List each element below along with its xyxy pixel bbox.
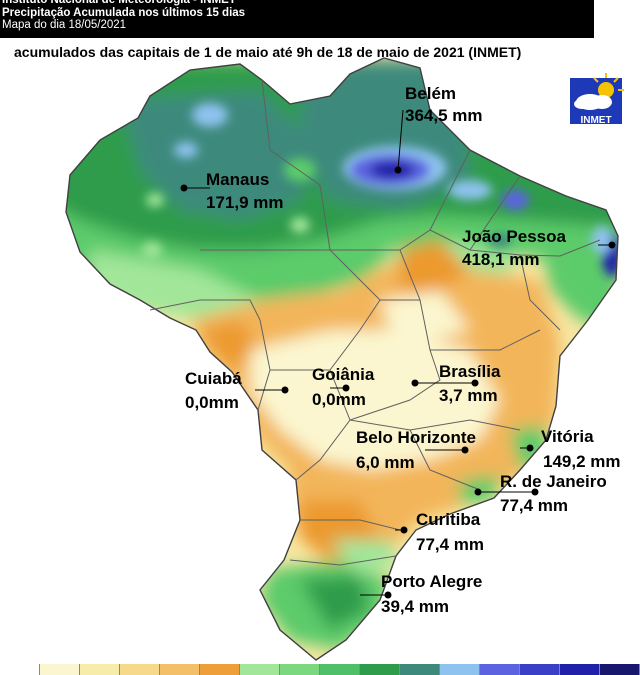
header-date: Mapa do dia 18/05/2021 [2, 19, 127, 31]
legend-swatch [560, 664, 600, 675]
label-brasilia-value: 3,7 mm [439, 386, 498, 405]
marker-curitiba [400, 526, 408, 534]
marker-manaus [180, 184, 188, 192]
map-subtitle: acumulados das capitais de 1 de maio até… [14, 44, 522, 60]
legend-swatch [280, 664, 320, 675]
label-goiania-value: 0,0mm [312, 390, 366, 409]
legend-swatch [40, 664, 80, 675]
label-belo-horizonte-name: Belo Horizonte [356, 428, 476, 447]
inmet-logo: INMET [566, 72, 626, 128]
legend-swatch [520, 664, 560, 675]
legend-swatch [480, 664, 520, 675]
label-vitoria-value: 149,2 mm [543, 452, 621, 471]
label-rio-value: 77,4 mm [500, 496, 569, 515]
rain-field [66, 58, 618, 660]
marker-rio [474, 488, 482, 496]
label-curitiba-name: Curitiba [416, 510, 481, 529]
legend-swatch [400, 664, 440, 675]
label-joao-pessoa-value: 418,1 mm [462, 250, 540, 269]
marker-rio-end [531, 488, 539, 496]
label-joao-pessoa-name: João Pessoa [462, 227, 566, 246]
logo-text: INMET [580, 115, 612, 126]
legend-swatch [200, 664, 240, 675]
sun-cloud-icon [570, 73, 624, 124]
legend-swatch [600, 664, 640, 675]
label-goiania-name: Goiânia [312, 365, 375, 384]
city-markers [180, 166, 616, 599]
label-cuiaba-value: 0,0mm [185, 393, 239, 412]
label-belo-horizonte-value: 6,0 mm [356, 453, 415, 472]
legend-swatch [320, 664, 360, 675]
color-legend [0, 664, 640, 675]
marker-belo-horizonte [461, 446, 469, 454]
marker-brasilia [411, 379, 419, 387]
legend-swatch [80, 664, 120, 675]
label-cuiaba-name: Cuiabá [185, 369, 242, 388]
label-porto-alegre-name: Porto Alegre [381, 572, 483, 591]
marker-belem [394, 166, 402, 174]
marker-goiania [342, 384, 350, 392]
legend-swatch [160, 664, 200, 675]
marker-cuiaba [281, 386, 289, 394]
label-belem-value: 364,5 mm [405, 106, 483, 125]
header-bar: Instituto Nacional de Meteorologia - INM… [0, 0, 594, 38]
label-manaus-value: 171,9 mm [206, 193, 284, 212]
label-rio-name: R. de Janeiro [500, 472, 607, 491]
legend-swatch [120, 664, 160, 675]
legend-swatch [360, 664, 400, 675]
label-brasilia-name: Brasília [439, 362, 501, 381]
label-porto-alegre-value: 39,4 mm [381, 597, 450, 616]
legend-swatch [0, 664, 40, 675]
label-belem-name: Belém [405, 84, 457, 103]
marker-brasilia-end [471, 379, 479, 387]
label-vitoria-name: Vitória [541, 427, 594, 446]
header-title: Precipitação Acumulada nos últimos 15 di… [2, 6, 246, 19]
marker-porto-alegre [384, 591, 392, 599]
label-curitiba-value: 77,4 mm [416, 535, 485, 554]
header-institute: Instituto Nacional de Meteorologia - INM… [2, 0, 236, 6]
marker-vitoria [526, 444, 534, 452]
marker-joao-pessoa [608, 241, 616, 249]
legend-swatch [440, 664, 480, 675]
leader-lines [184, 109, 612, 596]
legend-swatch [240, 664, 280, 675]
label-manaus-name: Manaus [206, 170, 270, 189]
